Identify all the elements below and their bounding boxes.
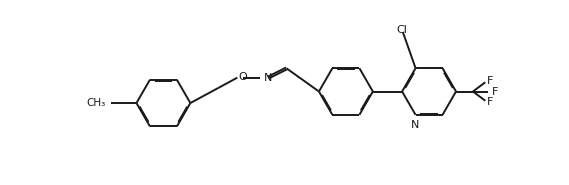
Text: O: O: [239, 72, 248, 82]
Text: N: N: [264, 73, 273, 83]
Text: F: F: [492, 87, 498, 97]
Text: F: F: [487, 76, 493, 86]
Text: CH₃: CH₃: [86, 98, 106, 108]
Text: F: F: [487, 97, 493, 107]
Text: Cl: Cl: [397, 25, 407, 35]
Text: N: N: [411, 120, 419, 130]
